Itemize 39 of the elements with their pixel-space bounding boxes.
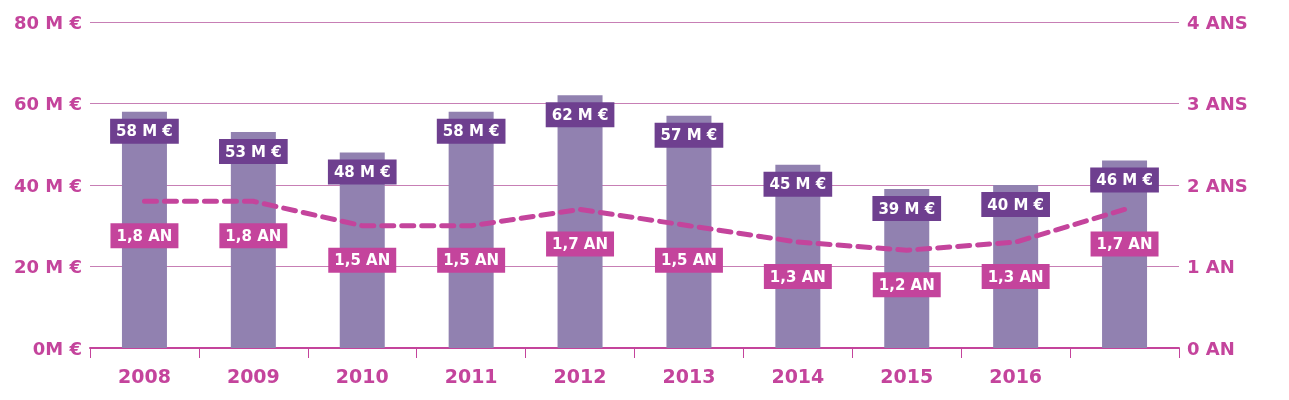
y-tick-label: 20 M € [13,256,82,277]
y-tick-label: 80 M € [13,11,82,33]
x-tick-label: 2015 [880,364,934,387]
data-label: 58 M € [442,122,500,141]
data-label: 1,5 AN [443,251,500,270]
y2-tick-label: 0 AN [1187,337,1235,359]
data-label: 1,8 AN [116,226,173,245]
data-label: 1,2 AN [878,275,935,294]
y2-tick-label: 4 ANS [1187,11,1248,33]
x-tick-label: 2010 [335,364,389,387]
data-label: 39 M € [878,199,936,218]
data-label: 58 M € [116,122,173,141]
data-label: 1,5 AN [660,251,717,270]
data-label: 1,3 AN [987,267,1044,286]
data-label: 1,8 AN [225,226,282,245]
y-tick-label: 60 M € [13,93,82,114]
data-label: 62 M € [551,105,609,124]
data-label: 53 M € [225,142,282,161]
data-label: 46 M € [1096,171,1153,190]
y2-tick-label: 2 ANS [1187,174,1248,196]
x-tick-label: 2008 [118,364,171,387]
x-tick-label: 2011 [444,364,498,387]
x-tick-label: 2013 [662,364,716,387]
y-tick-label: 40 M € [13,174,82,196]
x-tick-label: 2012 [553,364,607,387]
data-label: 1,5 AN [334,251,391,270]
data-label: 45 M € [769,175,827,194]
y2-tick-label: 1 AN [1187,256,1235,277]
data-label: 1,7 AN [552,234,609,253]
x-tick-label: 2016 [989,364,1043,387]
y2-tick-label: 3 ANS [1187,93,1248,114]
data-label: 1,3 AN [769,267,826,286]
y-tick-label: 0M € [32,337,82,359]
data-label: 48 M € [333,162,391,181]
x-tick-label: 2009 [226,364,280,387]
data-label: 40 M € [987,195,1044,214]
data-label: 57 M € [660,126,718,145]
data-label: 1,7 AN [1096,234,1153,253]
x-tick-label: 2014 [771,364,825,387]
